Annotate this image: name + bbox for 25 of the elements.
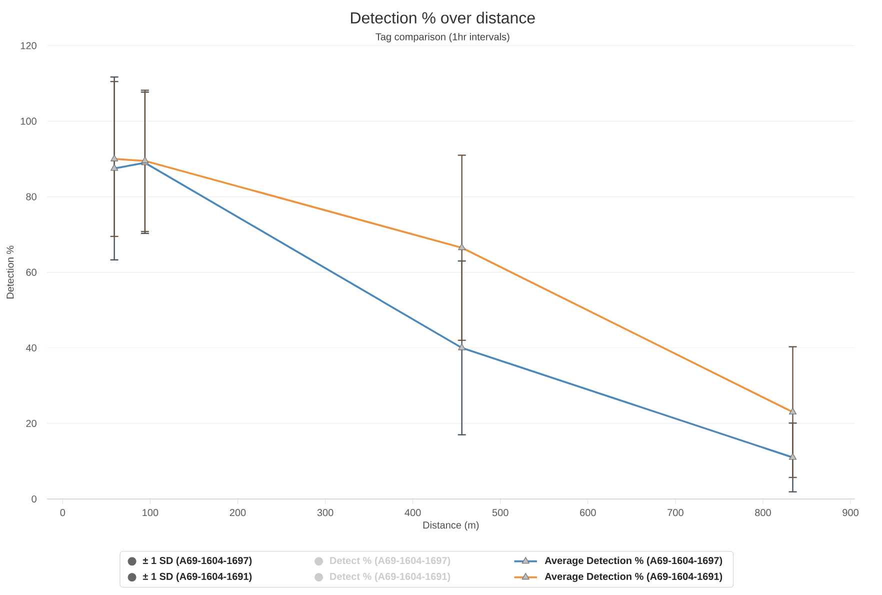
y-tick-label: 120	[20, 42, 36, 50]
x-axis-title: Distance (m)	[423, 521, 479, 531]
legend-label: Average Detection % (A69-1604-1697)	[544, 556, 722, 566]
x-tick-label: 300	[317, 509, 334, 516]
x-tick-label: 700	[668, 509, 684, 516]
x-tick-label: 400	[404, 509, 421, 516]
x-tick-label: 600	[580, 509, 596, 516]
x-tick-label: 900	[842, 509, 858, 516]
legend-label: Average Detection % (A69-1604-1691)	[544, 572, 722, 582]
chart-subtitle: Tag comparison (1hr intervals)	[376, 33, 510, 42]
legend-label: ± 1 SD (A69-1604-1697)	[142, 556, 252, 566]
y-tick-label: 20	[26, 420, 36, 427]
legend-label: ± 1 SD (A69-1604-1691)	[142, 572, 252, 582]
y-tick-label: 0	[32, 495, 36, 503]
y-tick-label: 100	[20, 118, 36, 125]
x-tick-label: 0	[60, 509, 66, 516]
y-tick-label: 80	[26, 193, 36, 200]
x-tick-label: 100	[142, 509, 158, 516]
y-tick-label: 40	[26, 344, 36, 352]
y-axis-title: Detection %	[6, 246, 14, 298]
x-tick-label: 200	[230, 509, 246, 516]
chart-title: Detection % over distance	[351, 12, 535, 24]
y-tick-label: 60	[26, 268, 36, 276]
x-tick-label: 500	[492, 509, 508, 516]
x-tick-label: 800	[755, 509, 771, 516]
